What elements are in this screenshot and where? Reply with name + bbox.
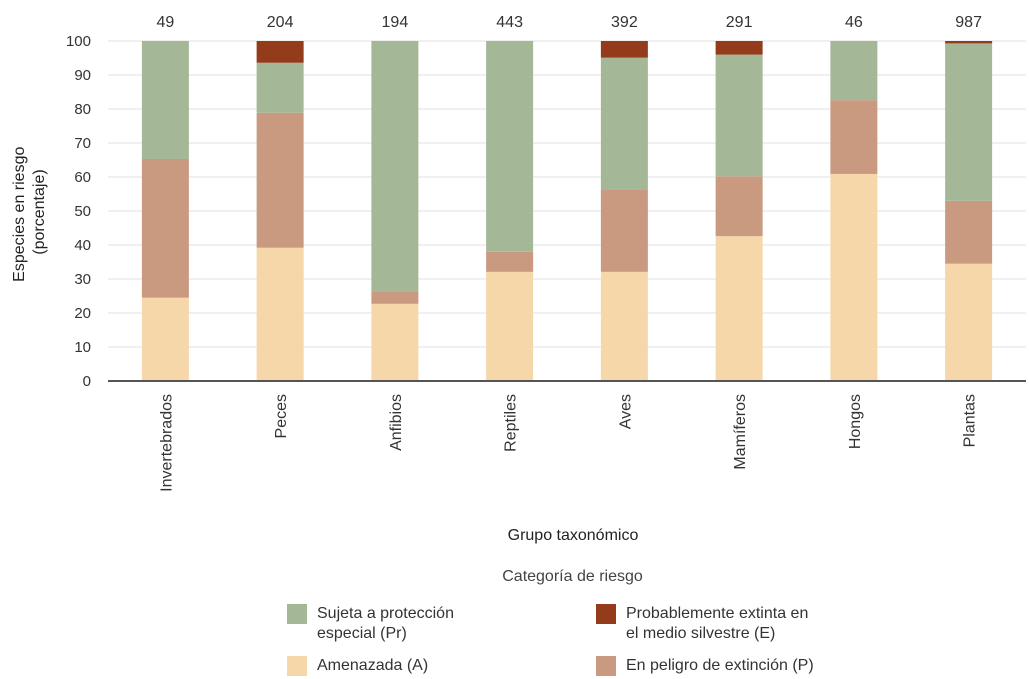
bars (141, 41, 993, 381)
bar-segment (715, 41, 763, 55)
legend-swatch-p (596, 656, 616, 676)
bar-segment (715, 176, 763, 237)
y-tick-label: 10 (74, 339, 91, 356)
y-tick-label: 90 (74, 67, 91, 84)
bar-segment (371, 291, 419, 304)
bar-segment (486, 271, 534, 381)
legend-item-e: Probablemente extinta en el medio silves… (596, 604, 808, 644)
x-tick-label: Aves (617, 394, 634, 429)
y-axis-title: Especies en riesgo (porcentaje) (11, 142, 48, 282)
gridlines (108, 40, 1026, 348)
bar-segment (600, 57, 648, 190)
legend-swatch-pr (287, 604, 307, 624)
legend-label-pr: Sujeta a protección especial (Pr) (317, 604, 454, 644)
bar-segment (256, 62, 304, 113)
legend-label-pr-line-2: especial (Pr) (317, 625, 407, 642)
y-tick-label: 80 (74, 101, 91, 118)
y-tick-labels: 0 10 20 30 40 50 60 70 80 90 100 (66, 33, 91, 390)
bar-segment (371, 41, 419, 292)
y-tick-label: 50 (74, 203, 91, 220)
y-tick-label: 70 (74, 135, 91, 152)
legend-title: Categoría de riesgo (502, 568, 643, 585)
y-tick-label: 20 (74, 305, 91, 322)
stacked-bar-chart: 0 10 20 30 40 50 60 70 80 90 100 49 204 194 443 392 291… (11, 14, 1026, 544)
bar-segment (486, 41, 534, 252)
legend-item-a: Amenazada (A) (287, 656, 428, 676)
y-axis-title-line-2: (porcentaje) (31, 169, 48, 254)
x-tick-label: Hongos (847, 394, 864, 449)
total-label: 46 (845, 14, 863, 31)
legend-label-a: Amenazada (A) (317, 657, 429, 674)
x-tick-label: Mamíferos (732, 394, 749, 470)
y-tick-label: 0 (83, 373, 91, 390)
x-tick-label: Anfibios (388, 394, 405, 451)
bar-segment (830, 41, 878, 101)
bar-segment (141, 41, 189, 159)
bar-segment (945, 43, 993, 201)
total-labels: 49 204 194 443 392 291 46 987 (156, 14, 982, 31)
x-tick-label: Peces (273, 394, 290, 438)
legend-label-p: En peligro de extinción (P) (626, 657, 814, 674)
x-tick-label: Invertebrados (158, 394, 175, 492)
legend-swatch-a (287, 656, 307, 676)
y-tick-label: 40 (74, 237, 91, 254)
x-tick-label: Plantas (962, 394, 979, 447)
bar-segment (486, 251, 534, 272)
total-label: 443 (496, 14, 523, 31)
bar-segment (945, 200, 993, 264)
bar-segment (830, 100, 878, 174)
total-label: 392 (611, 14, 638, 31)
legend-item-pr: Sujeta a protección especial (Pr) (287, 604, 454, 644)
bar-segment (715, 236, 763, 381)
bar-segment (945, 263, 993, 381)
total-label: 204 (267, 14, 294, 31)
bar-segment (256, 41, 304, 63)
bar-segment (945, 41, 993, 44)
bar-segment (371, 303, 419, 381)
bar-segment (141, 297, 189, 381)
bar-segment (141, 158, 189, 298)
bar-segment (600, 271, 648, 381)
bar-segment (600, 41, 648, 58)
x-axis-title: Grupo taxonómico (508, 527, 639, 544)
legend-swatch-e (596, 604, 616, 624)
legend-label-e-line-1: Probablemente extinta en (626, 605, 809, 622)
y-tick-label: 100 (66, 33, 91, 50)
legend-label-e-line-2: el medio silvestre (E) (626, 625, 776, 642)
x-tick-label: Reptiles (503, 394, 520, 452)
bar-segment (256, 247, 304, 381)
y-tick-label: 30 (74, 271, 91, 288)
total-label: 194 (382, 14, 409, 31)
y-axis-title-line-1: Especies en riesgo (11, 147, 28, 282)
x-tick-labels: Invertebrados Peces Anfibios Reptiles Aves Ma… (158, 394, 978, 492)
bar-segment (715, 54, 763, 177)
total-label: 49 (156, 14, 174, 31)
total-label: 987 (955, 14, 982, 31)
legend-label-e: Probablemente extinta en el medio silves… (626, 604, 808, 644)
total-label: 291 (726, 14, 753, 31)
legend-item-p: En peligro de extinción (P) (596, 656, 814, 676)
legend-label-pr-line-1: Sujeta a protección (317, 605, 454, 622)
y-tick-label: 60 (74, 169, 91, 186)
bar-segment (256, 112, 304, 248)
bar-segment (600, 189, 648, 272)
bar-segment (830, 173, 878, 381)
